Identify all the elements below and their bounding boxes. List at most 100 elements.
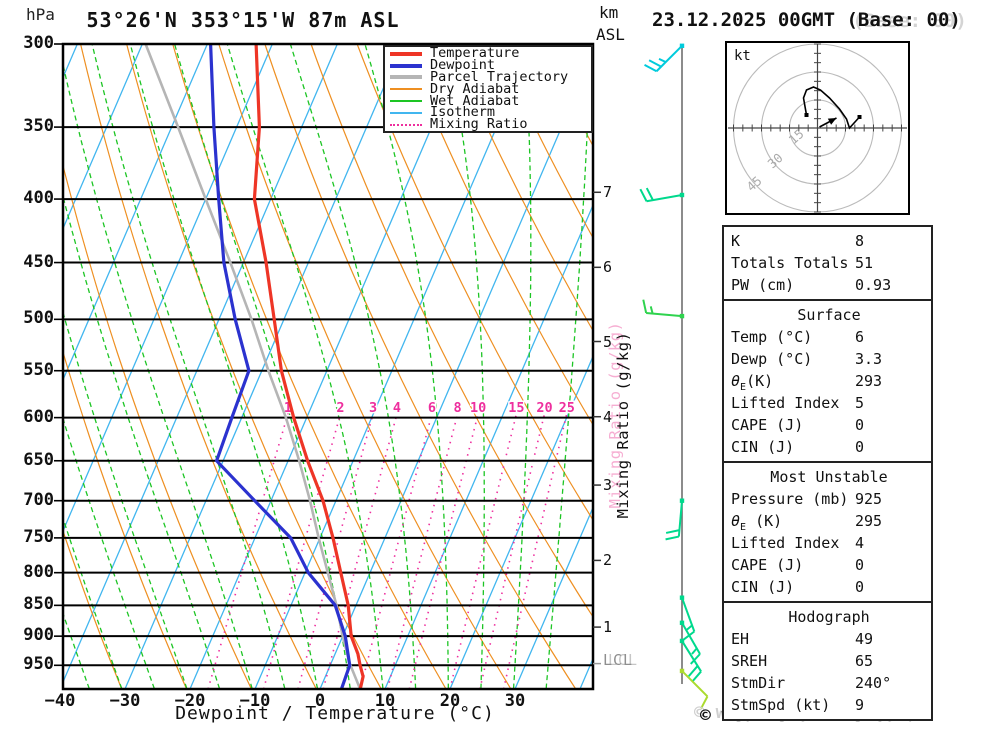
mixing-ratio-value-label: 3 [369, 400, 377, 416]
stats-value: 0 [855, 556, 865, 574]
legend-label: Parcel Trajectory [430, 68, 569, 85]
isotherm-line [124, 44, 403, 689]
stats-label: Temp (°C) [731, 328, 813, 346]
legend-item: Temperature [390, 47, 591, 60]
hodograph-arrow-head [827, 118, 837, 125]
pressure-tick-label: 700 [23, 489, 54, 510]
pressure-tick-label: 550 [23, 359, 54, 380]
wet-adiabat-line [445, 44, 485, 689]
wind-barb [679, 620, 701, 665]
stats-label: CAPE (J) [731, 416, 804, 434]
run-datetime: 23.12.2025 00GMT (Base: 00) [652, 9, 961, 31]
isotherm-line [0, 44, 12, 689]
height-axis-unit-asl: ASL [596, 25, 625, 44]
isotherm-line [514, 505, 593, 689]
hodograph-ring-label: 45 [743, 173, 764, 194]
pressure-tick-label: 400 [23, 188, 54, 209]
mixing-ratio-value-label: 8 [454, 400, 462, 416]
stats-row: CAPE (J) 0 [731, 554, 927, 576]
stats-row: θE (K) 295 [731, 510, 927, 533]
wind-barb [665, 498, 685, 541]
pressure-tick-label: 500 [23, 308, 54, 329]
pressure-axis-unit: hPa [26, 5, 55, 24]
stats-value: 0 [855, 438, 865, 456]
stats-section-header: Surface [797, 306, 861, 324]
stats-row: CIN (J) 0 [731, 436, 927, 458]
mixing-ratio-axis-label: Mixing Ratio (g/kg) [614, 331, 632, 519]
stats-value: 240° [855, 674, 892, 692]
temperature-tick-label: −20 [174, 691, 206, 711]
stats-row: Pressure (mb) 925 [731, 488, 927, 510]
stats-row: θE(K) 293 [731, 370, 927, 393]
stats-label: Dewp (°C) [731, 350, 813, 368]
stats-value: 4 [855, 534, 865, 552]
mixing-ratio-value-label: 15 [508, 400, 524, 416]
stats-row: Totals Totals 51 [731, 252, 927, 274]
mixing-ratio-value-label: 4 [393, 400, 401, 416]
isotherm-line [449, 354, 593, 689]
wet-adiabat-line [91, 44, 286, 689]
stats-row: Lifted Index 4 [731, 532, 927, 554]
stats-value: 0 [855, 416, 865, 434]
hodograph-ring-label: 15 [785, 126, 806, 147]
wet-adiabat-line [545, 44, 592, 689]
stats-value: 9 [855, 696, 865, 714]
stats-label: EH [731, 630, 750, 648]
dry-adiabat-line [80, 44, 317, 689]
wet-adiabat-line [63, 61, 253, 689]
mixing-ratio-value-label: 2 [336, 400, 344, 416]
pressure-tick-label: 950 [23, 654, 54, 675]
legend-item: Dewpoint [390, 58, 591, 72]
dry-adiabat-line [356, 44, 593, 522]
mixing-ratio-value-label: 1 [284, 400, 292, 416]
stats-row: StmDir 240° [731, 672, 927, 694]
height-axis-unit-km: km [599, 3, 619, 22]
temperature-axis-label: Dewpoint / Temperature (°C) [175, 703, 495, 724]
temperature-curve [252, 44, 365, 689]
stats-section: Most Unstable Pressure (mb) 925 θE (K) 295 Li… [722, 461, 933, 603]
stats-label: CIN (J) [731, 438, 795, 456]
dry-adiabat-line [495, 44, 593, 239]
isotherm-line [319, 52, 593, 689]
page-title: 53°26'N 353°15'W 87m ASL [86, 8, 400, 32]
legend: Temperature Dewpoint Parcel Trajectory Dry … [383, 45, 593, 133]
hodograph-ring-label: 30 [764, 150, 785, 171]
wet-adiabat-line [63, 416, 155, 689]
wind-barb [642, 299, 685, 319]
wind-barb [644, 43, 685, 73]
pressure-tick-label: 600 [23, 406, 54, 427]
stats-label: Lifted Index [731, 534, 840, 552]
stats-value: 0.93 [855, 276, 892, 294]
stats-row: StmSpd (kt) 9 [731, 694, 927, 716]
mixing-ratio-value-label: 25 [559, 400, 575, 416]
pressure-tick-label: 350 [23, 116, 54, 137]
pressure-tick-label: 850 [23, 594, 54, 615]
wind-barb [639, 187, 685, 203]
pressure-tick-label: 450 [23, 251, 54, 272]
legend-label: Isotherm [430, 104, 496, 121]
legend-swatch-dotted [390, 123, 422, 126]
run-datetime-main: 23.12.2025 00GMT [652, 9, 847, 31]
legend-item: Mixing Ratio [390, 117, 591, 131]
wet-adiabat-line [173, 44, 351, 689]
skewt-background: 1 2 3 4 6 8 10 15 20 25 [0, 44, 593, 689]
dry-adiabat-line [264, 44, 577, 689]
legend-swatch-thick [390, 63, 422, 68]
legend-label: Dry Adiabat [430, 80, 520, 97]
stats-section-header: Most Unstable [770, 468, 888, 486]
mixing-ratio-line [502, 402, 571, 689]
stats-section: Surface Temp (°C) 6 Dewp (°C) 3.3 θE(K) 293 Lif… [722, 299, 933, 463]
km-tick-label: 3 [603, 476, 613, 495]
plot-border [61, 42, 595, 691]
isotherm-line [63, 44, 208, 382]
isotherm-line [384, 203, 593, 689]
mixing-ratio-line [207, 402, 292, 689]
isotherm-line [63, 44, 143, 231]
legend-swatch-thick [390, 51, 422, 56]
stats-row: Temp (°C) 6 [731, 326, 927, 348]
stats-value: 49 [855, 630, 874, 648]
wet-adiabat-line [226, 44, 384, 689]
